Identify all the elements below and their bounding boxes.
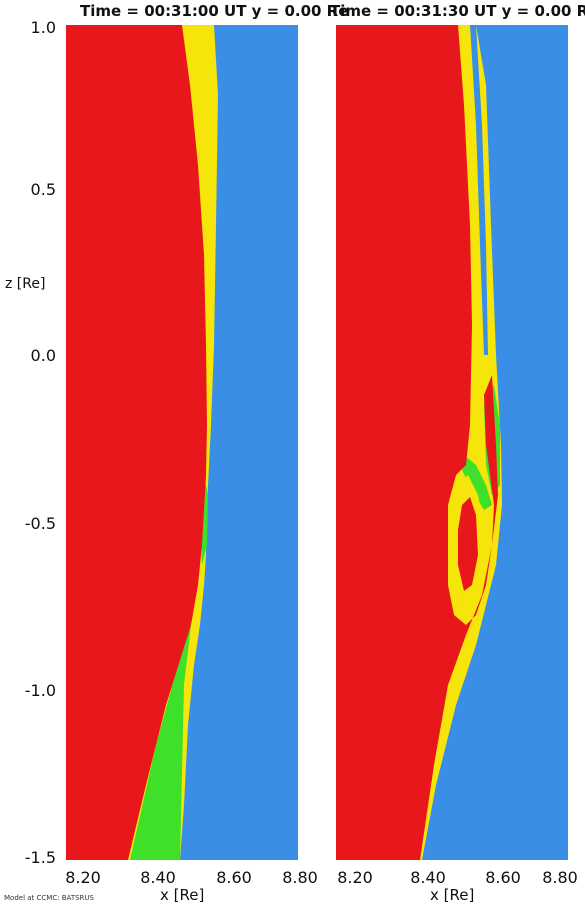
panel-title-right: Time = 00:31:30 UT y = 0.00 Re xyxy=(330,2,585,20)
y-axis-label: z [Re] xyxy=(5,276,46,292)
y-tick-label: 0.5 xyxy=(30,180,56,199)
plot-area-left xyxy=(66,25,298,860)
region-red xyxy=(336,25,498,860)
heatmap-right xyxy=(336,25,568,860)
x-axis-label-right: x [Re] xyxy=(430,886,475,904)
x-tick-label: 8.60 xyxy=(485,868,521,887)
y-tick-label: -0.5 xyxy=(24,514,56,533)
model-credit: Model at CCMC: BATSRUS xyxy=(4,894,94,902)
x-tick-label: 8.20 xyxy=(337,868,373,887)
y-tick-label: 0.0 xyxy=(30,346,56,365)
y-tick-label: 1.0 xyxy=(30,18,56,37)
y-tick-label: -1.5 xyxy=(24,848,56,867)
x-tick-label: 8.80 xyxy=(542,868,578,887)
x-tick-label: 8.80 xyxy=(282,868,318,887)
region-red xyxy=(66,25,207,860)
x-tick-label: 8.60 xyxy=(216,868,252,887)
x-tick-label: 8.40 xyxy=(140,868,176,887)
plot-area-right xyxy=(336,25,568,860)
heatmap-left xyxy=(66,25,298,860)
y-tick-label: -1.0 xyxy=(24,681,56,700)
region-red-core xyxy=(458,497,478,591)
panel-title-left: Time = 00:31:00 UT y = 0.00 Re xyxy=(80,2,349,20)
region-green xyxy=(130,625,191,860)
x-tick-label: 8.40 xyxy=(410,868,446,887)
region-green-loop xyxy=(462,455,492,510)
region-blue-strand xyxy=(470,25,488,355)
x-tick-label: 8.20 xyxy=(65,868,101,887)
x-axis-label-left: x [Re] xyxy=(160,886,205,904)
